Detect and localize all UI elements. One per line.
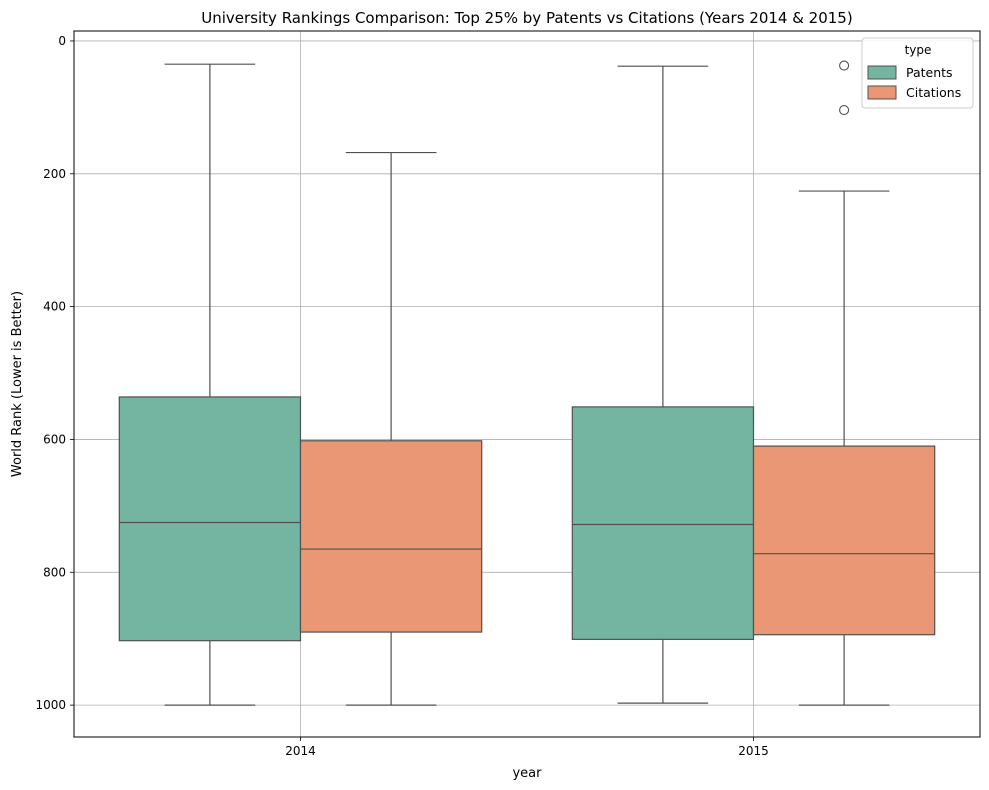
y-axis: 0 200 400 600 800 1000: [35, 34, 74, 712]
x-tick-label: 2015: [738, 744, 769, 758]
box-citations-2014: [299, 151, 483, 706]
legend-title: type: [905, 43, 932, 57]
box-citations-2015: [752, 60, 936, 706]
y-tick-label: 200: [43, 167, 66, 181]
x-axis-label: year: [512, 766, 542, 781]
y-axis-label: World Rank (Lower is Better): [10, 291, 25, 477]
box-iqr: [299, 440, 483, 633]
box-patents-2014: [118, 63, 302, 706]
outlier-point: [839, 104, 850, 116]
chart-title: University Rankings Comparison: Top 25% …: [201, 9, 852, 27]
legend-label-citations: Citations: [906, 85, 961, 100]
y-tick-label: 600: [43, 432, 66, 446]
y-tick-label: 400: [43, 300, 66, 314]
boxes-layer: [118, 60, 936, 706]
outlier-point: [839, 60, 850, 71]
x-tick-label: 2014: [285, 744, 316, 758]
y-tick-label: 800: [43, 565, 66, 579]
plot-frame: [73, 30, 981, 738]
box-patents-2015: [571, 65, 755, 704]
y-tick-label: 1000: [35, 698, 66, 712]
box-iqr: [571, 406, 755, 640]
legend-label-patents: Patents: [906, 65, 953, 80]
legend: type Patents Citations: [861, 37, 974, 109]
box-iqr: [118, 396, 302, 642]
y-tick-label: 0: [58, 34, 66, 48]
legend-swatch-citations: [867, 85, 897, 100]
legend-swatch-patents: [867, 65, 897, 80]
box-iqr: [752, 445, 936, 636]
x-axis: 2014 2015: [285, 737, 769, 758]
